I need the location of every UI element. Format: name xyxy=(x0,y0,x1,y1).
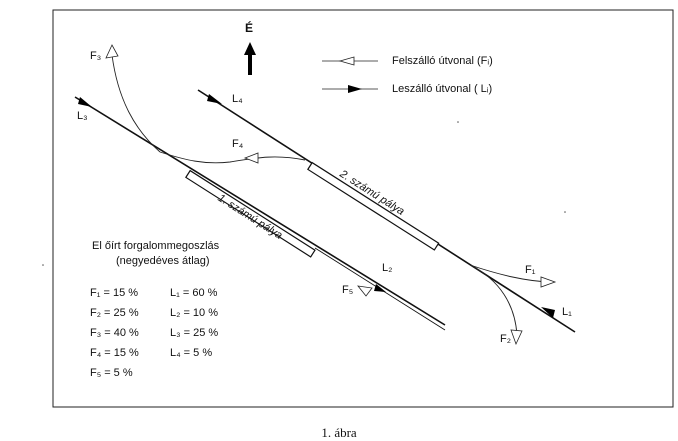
landing-arrow-L1 xyxy=(541,307,555,318)
takeoff-route-F1 xyxy=(469,264,557,288)
takeoff-route-F3 xyxy=(105,44,161,153)
figure-caption: 1. ábra xyxy=(321,425,357,440)
speck xyxy=(42,264,44,266)
dist-L4: L₄ = 5 % xyxy=(170,347,213,359)
north-label: É xyxy=(245,21,254,35)
takeoff-arrow-F5 xyxy=(357,285,373,297)
route-label-F2: F₂ xyxy=(500,333,511,345)
dist-F2: F₂ = 25 % xyxy=(90,307,139,319)
legend-landing-line xyxy=(322,85,378,93)
dist-F3: F₃ = 40 % xyxy=(90,327,139,339)
distribution-title: El őírt forgalommegoszlás xyxy=(92,240,220,252)
route-label-F5: F₅ xyxy=(342,284,354,296)
landing-route-L3 xyxy=(74,96,446,326)
north-arrow-icon xyxy=(244,42,256,75)
runway-2 xyxy=(307,161,440,251)
distribution-subtitle: (negyedéves átlag) xyxy=(116,255,210,267)
route-label-F1: F₁ xyxy=(525,264,536,276)
dist-L2: L₂ = 10 % xyxy=(170,307,218,319)
takeoff-route-F2 xyxy=(469,264,523,346)
legend-takeoff-label: Felszálló útvonal (Fᵢ) xyxy=(392,55,493,67)
runway-1 xyxy=(185,169,316,258)
dist-L1: L₁ = 60 % xyxy=(170,287,218,299)
legend-landing-label: Leszálló útvonal ( Lᵢ) xyxy=(392,83,493,95)
dist-F5: F₅ = 5 % xyxy=(90,367,133,379)
route-label-L2: L₂ xyxy=(382,262,393,274)
route-label-F4: F₄ xyxy=(232,138,244,150)
diagram-frame xyxy=(52,9,674,408)
takeoff-route-F4 xyxy=(159,151,306,164)
route-label-F3: F₃ xyxy=(90,50,102,62)
dist-L3: L₃ = 25 % xyxy=(170,327,219,339)
route-label-L1: L₁ xyxy=(562,306,572,318)
route-label-L4: L₄ xyxy=(232,93,243,105)
dist-F4: F₄ = 15 % xyxy=(90,347,139,359)
speck xyxy=(564,211,566,213)
speck xyxy=(457,121,459,123)
dist-F1: F₁ = 15 % xyxy=(90,287,139,299)
route-label-L3: L₃ xyxy=(77,110,88,122)
landing-arrow-L2 xyxy=(374,284,386,292)
legend-takeoff-line xyxy=(322,56,378,66)
